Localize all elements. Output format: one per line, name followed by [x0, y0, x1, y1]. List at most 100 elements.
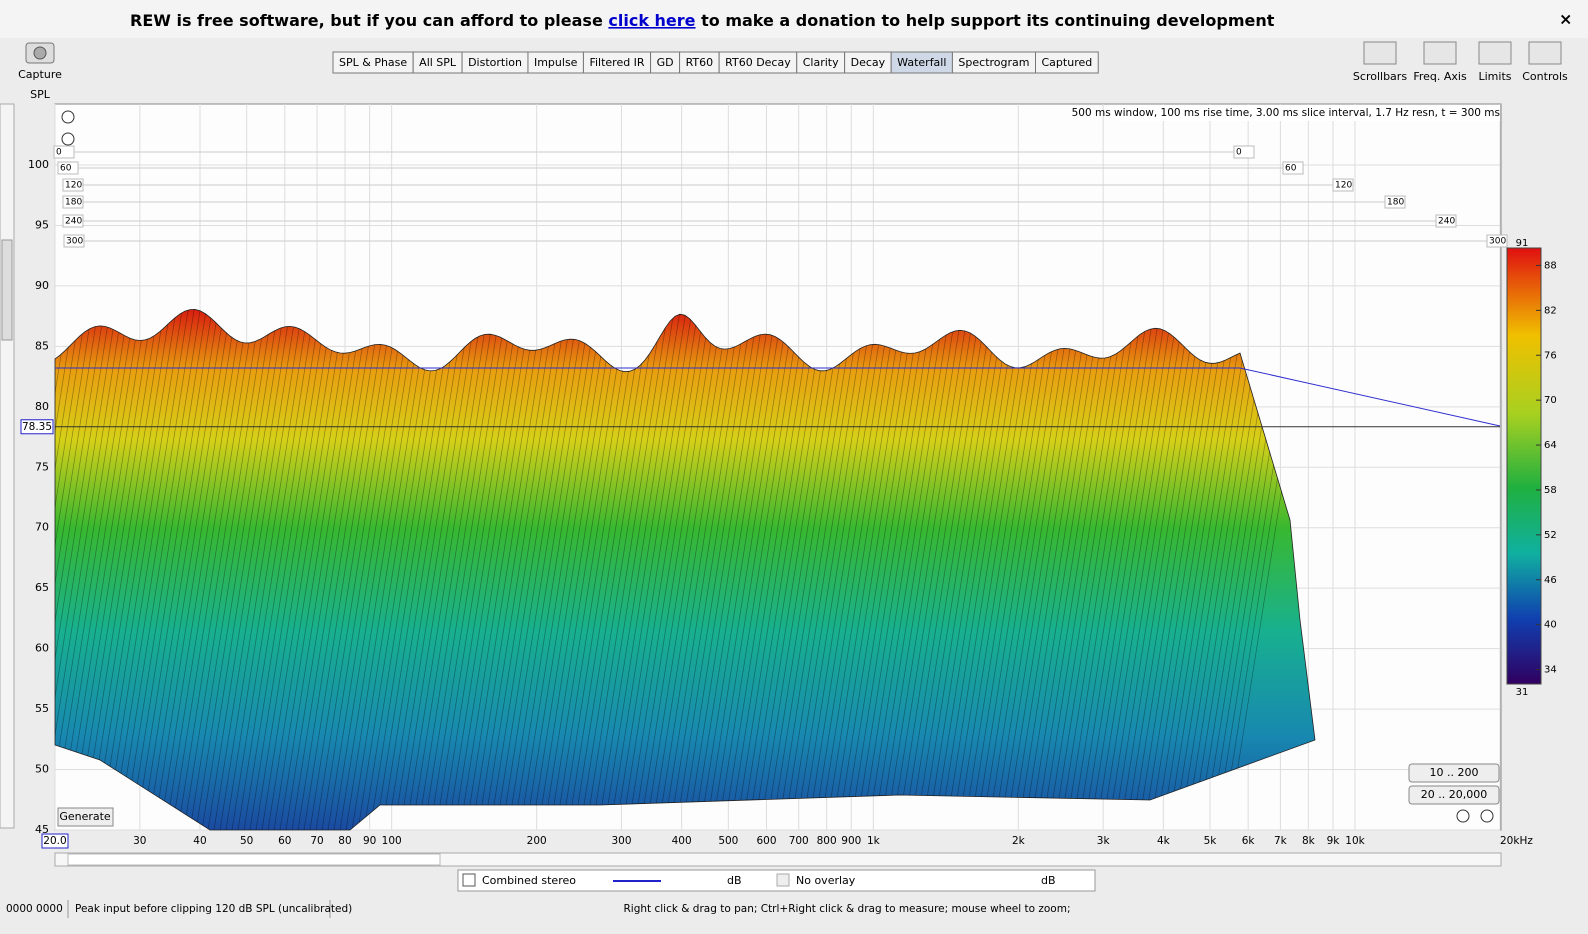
info-text: 500 ms window, 100 ms rise time, 3.00 ms…	[1072, 107, 1500, 119]
donate-link[interactable]: click here	[608, 11, 695, 30]
colorbar-label: 76	[1544, 350, 1557, 361]
y-axis-label: SPL	[30, 88, 51, 101]
time-label: 60	[60, 164, 72, 174]
range-label[interactable]: 10 .. 200	[1430, 766, 1479, 779]
x-tick-label: 80	[338, 835, 351, 847]
x-tick-label: 50	[240, 835, 253, 847]
y-tick-label: 55	[35, 702, 49, 715]
tab-label[interactable]: Spectrogram	[958, 56, 1029, 69]
colorbar-label: 46	[1544, 575, 1557, 586]
v-scrollbar[interactable]	[0, 104, 14, 828]
toolbar-icon[interactable]	[1479, 42, 1511, 64]
close-button[interactable]: ×	[1559, 10, 1572, 29]
tab-label[interactable]: SPL & Phase	[339, 56, 407, 69]
status-hint: Right click & drag to pan; Ctrl+Right cl…	[624, 903, 1071, 915]
x-tick-label: 8k	[1302, 835, 1316, 847]
y-tick-label: 100	[28, 158, 49, 171]
x-tick-label: 20.0	[43, 835, 66, 847]
status-counter: 0000 0000	[6, 903, 63, 915]
toolbar-label[interactable]: Controls	[1522, 70, 1568, 83]
time-label: 180	[1387, 198, 1404, 208]
toolbar-icon[interactable]	[1364, 42, 1396, 64]
x-tick-label: 60	[278, 835, 291, 847]
time-label: 300	[66, 237, 83, 247]
tab-label[interactable]: Decay	[851, 56, 886, 69]
x-tick-label: 3k	[1097, 835, 1111, 847]
tab-label[interactable]: Captured	[1042, 56, 1093, 69]
colorbar-label: 91	[1516, 238, 1529, 249]
x-tick-label: 40	[193, 835, 206, 847]
generate-label[interactable]: Generate	[59, 810, 111, 823]
tab-label[interactable]: Clarity	[803, 56, 839, 69]
x-tick-label: 200	[527, 835, 547, 847]
time-label: 300	[1489, 237, 1506, 247]
colorbar-label: 88	[1544, 260, 1557, 271]
toolbar-label[interactable]: Freq. Axis	[1413, 70, 1467, 83]
toolbar-label[interactable]: Scrollbars	[1353, 70, 1407, 83]
x-tick-label: 900	[841, 835, 861, 847]
zoom-out[interactable]	[62, 133, 74, 145]
cursor-label: 78.35	[22, 421, 52, 433]
toolbar-icon[interactable]	[1424, 42, 1456, 64]
checkbox[interactable]	[777, 874, 789, 886]
y-tick-label: 60	[35, 642, 49, 655]
zoom-in[interactable]	[62, 111, 74, 123]
legend-item: No overlay	[796, 874, 856, 887]
x-tick-label: 1k	[867, 835, 881, 847]
tab-label[interactable]: RT60 Decay	[725, 56, 791, 69]
x-tick-label: 5k	[1204, 835, 1218, 847]
checkbox[interactable]	[463, 874, 475, 886]
x-tick-label: 30	[133, 835, 146, 847]
banner-text: REW is free software, but if you can aff…	[130, 11, 603, 30]
tab-label[interactable]: All SPL	[419, 56, 457, 69]
status-peak: Peak input before clipping 120 dB SPL (u…	[75, 903, 352, 915]
x-tick-label: 2k	[1012, 835, 1026, 847]
x-zoom-in[interactable]	[1481, 810, 1493, 822]
h-scroll-thumb[interactable]	[68, 854, 440, 865]
time-label: 240	[1438, 217, 1455, 227]
colorbar-label: 82	[1544, 305, 1557, 316]
x-tick-label: 300	[611, 835, 631, 847]
legend-item: Combined stereo	[482, 874, 576, 887]
colorbar-label: 34	[1544, 665, 1557, 676]
colorbar-label: 58	[1544, 485, 1557, 496]
x-zoom-out[interactable]	[1457, 810, 1469, 822]
colorbar	[1507, 248, 1541, 684]
y-tick-label: 90	[35, 279, 49, 292]
tab-label[interactable]: Filtered IR	[589, 56, 644, 69]
y-tick-label: 75	[35, 460, 49, 473]
colorbar-label: 64	[1544, 440, 1557, 451]
y-tick-label: 50	[35, 763, 49, 776]
tab-label[interactable]: Impulse	[534, 56, 578, 69]
legend-unit: dB	[1041, 874, 1056, 887]
tab-label[interactable]: RT60	[686, 56, 714, 69]
tab-label[interactable]: GD	[657, 56, 674, 69]
v-scroll-thumb[interactable]	[2, 240, 12, 340]
colorbar-label: 52	[1544, 530, 1557, 541]
time-label: 240	[65, 217, 82, 227]
time-label: 0	[56, 148, 62, 158]
range-label[interactable]: 20 .. 20,000	[1421, 788, 1487, 801]
x-tick-label: 9k	[1327, 835, 1341, 847]
y-tick-label: 65	[35, 581, 49, 594]
time-label: 180	[65, 198, 82, 208]
toolbar-label[interactable]: Limits	[1479, 70, 1512, 83]
toolbar-icon[interactable]	[1529, 42, 1561, 64]
x-tick-label: 6k	[1242, 835, 1256, 847]
time-label: 60	[1285, 164, 1297, 174]
colorbar-label: 40	[1544, 620, 1557, 631]
y-tick-label: 80	[35, 400, 49, 413]
time-label: 0	[1236, 148, 1242, 158]
time-label: 120	[1335, 181, 1352, 191]
tab-label[interactable]: Waterfall	[897, 56, 946, 69]
capture-icon	[34, 47, 46, 59]
y-tick-label: 85	[35, 339, 49, 352]
x-tick-label: 10k	[1345, 835, 1365, 847]
capture-label[interactable]: Capture	[18, 68, 62, 81]
x-tick-label: 400	[672, 835, 692, 847]
x-tick-label: 4k	[1157, 835, 1171, 847]
time-label: 120	[65, 181, 82, 191]
tab-label[interactable]: Distortion	[468, 56, 522, 69]
